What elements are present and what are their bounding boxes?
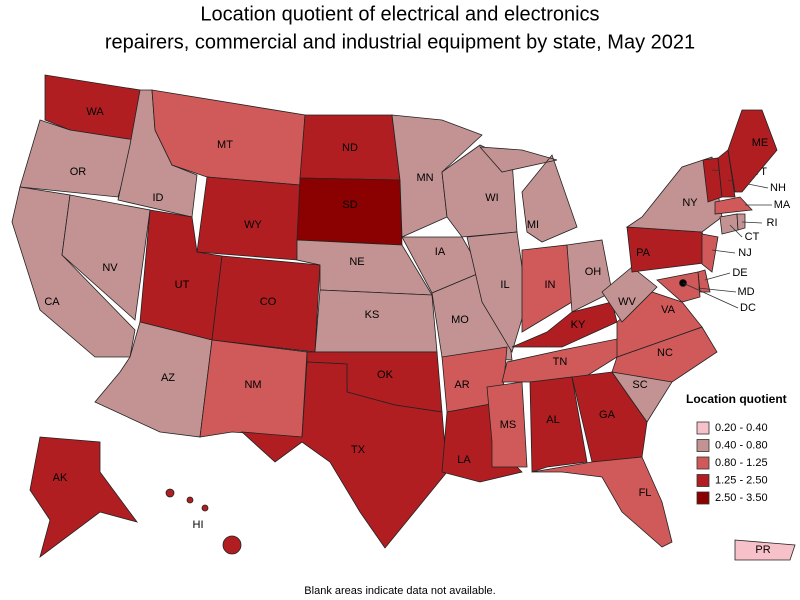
- state-shape: [165, 488, 175, 498]
- state-shape: [601, 266, 658, 323]
- state-label: NE: [349, 256, 364, 268]
- state-shape: [701, 233, 719, 273]
- legend-swatch: [696, 456, 710, 470]
- state-label: DC: [740, 302, 756, 314]
- state-label: OH: [585, 266, 602, 278]
- state-label: OR: [70, 166, 87, 178]
- state-shape: [201, 504, 209, 512]
- state-label: IL: [500, 279, 509, 291]
- legend-label: 0.80 - 1.25: [715, 457, 768, 469]
- legend-label: 1.25 - 2.50: [715, 474, 768, 486]
- title-line: Location quotient of electrical and elec…: [200, 3, 599, 25]
- legend-swatch: [696, 474, 710, 487]
- state-shape: [531, 456, 673, 548]
- state-label: IN: [545, 279, 556, 291]
- state-shape: [29, 436, 139, 559]
- legend-swatch: [696, 491, 710, 505]
- callout-line: [729, 224, 743, 238]
- state-label: NC: [657, 347, 673, 359]
- state-shape: [61, 194, 151, 321]
- state-shape: [296, 177, 403, 246]
- title-line: repairers, commercial and industrial equ…: [105, 31, 695, 53]
- state-shape: [734, 539, 796, 561]
- state-shape: [571, 371, 648, 463]
- state-label: AL: [546, 414, 559, 426]
- state-label: MN: [416, 172, 433, 184]
- state-label: PR: [755, 544, 770, 556]
- state-label: WI: [485, 192, 498, 204]
- state-label: UT: [175, 279, 190, 291]
- state-label: NV: [102, 262, 118, 274]
- state-label: CO: [260, 296, 277, 308]
- state-label: AR: [454, 379, 469, 391]
- callout-line: [741, 221, 763, 224]
- state-label: ME: [752, 137, 769, 149]
- state-label: OK: [377, 369, 394, 381]
- state-label: RI: [767, 217, 778, 229]
- state-label: WV: [618, 296, 636, 308]
- legend-title: Location quotient: [686, 392, 787, 406]
- state-shape: [714, 196, 753, 215]
- state-shape: [719, 213, 739, 235]
- state-shape: [736, 213, 746, 231]
- state-label: AK: [53, 472, 68, 484]
- state-label: CT: [745, 231, 760, 243]
- state-shape: [222, 535, 242, 555]
- state-label: TN: [553, 356, 568, 368]
- callout-line: [697, 287, 737, 293]
- state-label: ND: [342, 142, 358, 154]
- state-shape: [466, 231, 528, 353]
- footnote: Blank areas indicate data not available.: [304, 585, 495, 597]
- state-label: SC: [632, 379, 647, 391]
- state-label: DE: [732, 267, 747, 279]
- state-label: MD: [737, 286, 754, 298]
- state-label: MO: [451, 314, 469, 326]
- state-label: VA: [661, 304, 676, 316]
- legend-swatch: [696, 421, 710, 435]
- legend-swatch: [696, 439, 710, 452]
- state-label: MS: [500, 419, 517, 431]
- state-label: KS: [365, 309, 380, 321]
- legend-label: 0.40 - 0.80: [715, 439, 768, 451]
- state-shape: [186, 496, 194, 504]
- state-label: PA: [636, 247, 651, 259]
- state-label: WA: [86, 106, 104, 118]
- state-label: TX: [351, 444, 366, 456]
- state-label: MI: [527, 219, 539, 231]
- state-label: LA: [457, 454, 471, 466]
- state-label: NJ: [738, 247, 751, 259]
- state-label: ID: [153, 192, 164, 204]
- state-label: NY: [682, 197, 698, 209]
- callout-line: [704, 272, 731, 281]
- state-label: KY: [571, 319, 586, 331]
- state-label: SD: [342, 199, 357, 211]
- state-shape: [240, 361, 448, 549]
- callout-line: [682, 282, 739, 309]
- state-label: IA: [435, 246, 446, 258]
- state-shape: [529, 376, 588, 473]
- state-label: NH: [770, 182, 786, 194]
- state-label: WY: [244, 219, 262, 231]
- state-shape: [717, 149, 736, 198]
- state-label: CA: [44, 296, 60, 308]
- state-label: HI: [193, 519, 204, 531]
- state-label: MT: [217, 139, 233, 151]
- callout-line: [711, 249, 736, 254]
- state-shape: [486, 381, 528, 468]
- state-shape: [727, 109, 778, 193]
- legend-label: 2.50 - 3.50: [715, 492, 768, 504]
- state-label: NM: [244, 379, 261, 391]
- state-shape: [314, 289, 438, 353]
- legend-label: 0.20 - 0.40: [715, 422, 768, 434]
- state-label: MA: [774, 199, 791, 211]
- state-shape: [656, 271, 701, 303]
- state-label: GA: [599, 409, 616, 421]
- state-shape: [479, 146, 578, 243]
- state-label: AZ: [161, 372, 175, 384]
- state-label: FL: [639, 487, 652, 499]
